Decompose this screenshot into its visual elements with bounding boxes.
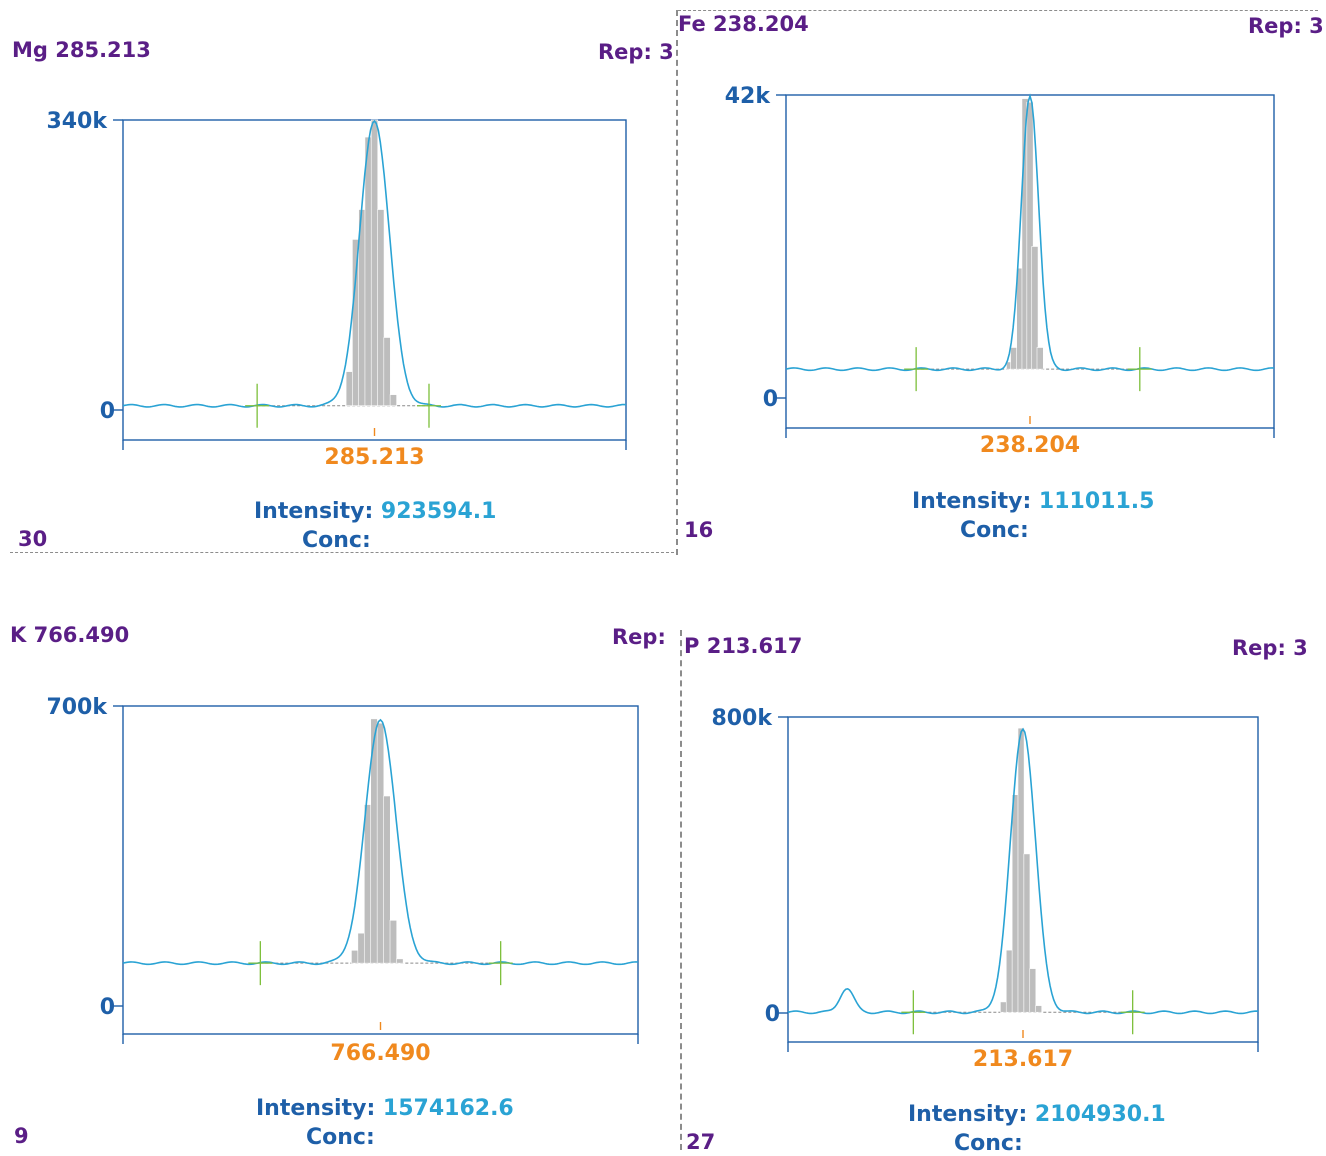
intensity-bar: [383, 337, 391, 407]
y-tick-label-max: 340k: [46, 109, 108, 134]
panel-index: 9: [14, 1124, 29, 1148]
intensity-label: Intensity:: [912, 489, 1032, 514]
intensity-bar: [1035, 1005, 1043, 1013]
intensity-readout: Intensity: 111011.5: [912, 489, 1154, 514]
spectrum-plot: 800k 0 213.617: [711, 706, 1259, 1072]
y-tick-label-max: 700k: [46, 695, 108, 720]
x-center-label: 238.204: [980, 433, 1080, 458]
panel-index: 16: [684, 518, 714, 542]
spectrum-panel-p: P 213.617 Rep: 3 800k 0 213.617 Intensity:…: [682, 600, 1326, 1156]
spectrum-curve: [122, 119, 627, 408]
intensity-bar: [370, 119, 379, 407]
intensity-bar: [352, 239, 360, 407]
y-tick-label-zero: 0: [765, 1002, 780, 1027]
vertical-divider: [676, 10, 678, 555]
plot-frame: [122, 705, 639, 1035]
y-tick-label-max: 42k: [725, 84, 772, 109]
vertical-divider-lower: [680, 630, 682, 1150]
intensity-bar: [389, 394, 397, 407]
x-center-label: 766.490: [330, 1041, 430, 1066]
rep-label: Rep: 3: [1232, 636, 1308, 660]
intensity-bar: [364, 136, 372, 407]
intensity-bar: [1010, 347, 1018, 370]
x-center-label: 285.213: [324, 445, 424, 470]
y-tick-label-zero: 0: [100, 399, 115, 424]
intensity-bar: [351, 949, 359, 964]
conc-label: Conc:: [960, 518, 1029, 543]
intensity-readout: Intensity: 1574162.6: [256, 1096, 514, 1121]
rep-label: Rep:: [612, 625, 666, 649]
conc-label: Conc:: [302, 528, 371, 553]
y-tick-label-max: 800k: [711, 706, 773, 731]
panel-title: Fe 238.204: [678, 12, 809, 36]
intensity-bar: [1011, 794, 1019, 1013]
panel-title: P 213.617: [684, 634, 803, 658]
intensity-bar: [1036, 347, 1044, 370]
intensity-readout: Intensity: 2104930.1: [908, 1102, 1166, 1127]
spectrum-panel-mg: Mg 285.213 Rep: 3 340k 0 285.213 Intensity…: [0, 0, 676, 553]
intensity-value: 923594.1: [380, 499, 497, 524]
intensity-bar: [396, 958, 404, 964]
panel-title: Mg 285.213: [12, 38, 151, 62]
intensity-bar: [1005, 949, 1013, 1013]
intensity-bar: [376, 722, 385, 964]
spectrum-curve: [785, 93, 1275, 372]
intensity-bar: [389, 919, 398, 964]
panel-title: K 766.490: [10, 623, 130, 647]
spectrum-plot: 340k 0 285.213: [46, 109, 627, 470]
spectrum-curve: [122, 718, 639, 966]
intensity-label: Intensity:: [256, 1096, 376, 1121]
intensity-bar: [1029, 968, 1037, 1013]
intensity-readout: Intensity: 923594.1: [254, 499, 496, 524]
panel-index: 27: [686, 1130, 716, 1154]
spectrum-plot: 42k 0 238.204: [725, 84, 1275, 458]
intensity-bar: [345, 371, 353, 407]
plot-frame: [787, 716, 1259, 1043]
spectrum-plot: 700k 0 766.490: [46, 695, 639, 1066]
intensity-value: 111011.5: [1038, 489, 1155, 514]
intensity-value: 1574162.6: [382, 1096, 514, 1121]
conc-label: Conc:: [954, 1131, 1023, 1156]
intensity-bar: [363, 804, 372, 964]
intensity-bar: [1023, 853, 1031, 1013]
spectrum-curve: [787, 727, 1259, 1015]
intensity-bar: [383, 795, 391, 964]
intensity-bar: [377, 209, 385, 407]
panel-index: 30: [18, 527, 48, 551]
rep-label: Rep: 3: [598, 40, 674, 64]
intensity-value: 2104930.1: [1034, 1102, 1166, 1127]
intensity-bar: [1000, 1001, 1007, 1013]
spectrum-panel-k: K 766.490 Rep: 700k 0 766.490 Intensity: 1…: [0, 600, 678, 1154]
intensity-bar: [1031, 246, 1039, 370]
y-tick-label-zero: 0: [763, 387, 778, 412]
intensity-label: Intensity:: [254, 499, 374, 524]
x-center-label: 213.617: [973, 1047, 1073, 1072]
conc-label: Conc:: [306, 1125, 375, 1150]
intensity-label: Intensity:: [908, 1102, 1028, 1127]
horizontal-divider: [10, 552, 674, 553]
intensity-bar: [1017, 727, 1025, 1013]
y-tick-label-zero: 0: [100, 995, 115, 1020]
spectrum-panel-fe: Fe 238.204 Rep: 3 42k 0 238.204 Intensity:…: [678, 0, 1326, 552]
rep-label: Rep: 3: [1248, 14, 1324, 38]
intensity-bar: [1026, 101, 1034, 370]
intensity-bar: [357, 932, 365, 964]
top-divider: [678, 10, 1318, 11]
